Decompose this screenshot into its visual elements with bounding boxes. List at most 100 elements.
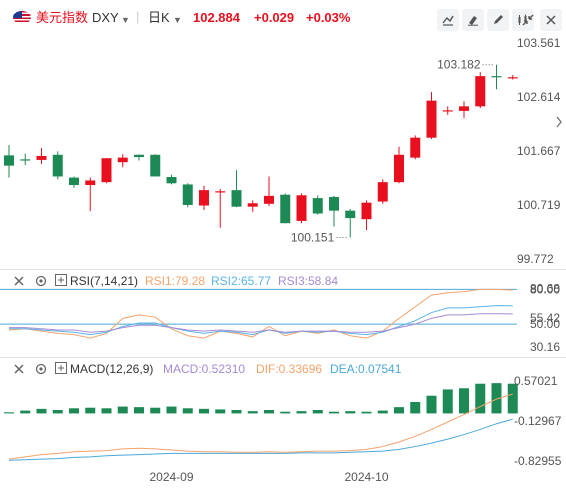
candle-body (394, 154, 404, 183)
macd-lines (8, 393, 513, 461)
candle-body (69, 177, 79, 186)
chart-settings-button[interactable] (512, 9, 534, 31)
rsi-title: RSI(7,14,21) (70, 274, 139, 288)
rsi-series-line (9, 313, 513, 333)
candle-body (459, 106, 469, 111)
macd-histogram-bar (312, 410, 323, 414)
eraser-button[interactable] (462, 9, 484, 31)
macd-histogram-bar (52, 410, 63, 414)
price-axis-label: 103.561 (517, 36, 561, 50)
candle-body (345, 210, 356, 219)
collapse-button[interactable] (517, 9, 539, 31)
candle-body (101, 158, 112, 183)
collapse-indicator-icon[interactable] (12, 274, 26, 288)
macd-histogram-bar (231, 410, 242, 414)
candle-body (20, 159, 31, 161)
macd-histogram-bar (20, 410, 31, 414)
rsi2-value: RSI2:65.77 (211, 274, 272, 288)
macd-histogram (4, 383, 518, 414)
macd-axis-label: -0.82955 (514, 454, 562, 468)
candle-body (410, 137, 421, 158)
rsi-axis-label: 50.00 (530, 317, 560, 331)
macd-histogram-bar (361, 411, 372, 414)
macd-axis-label: -0.12967 (514, 414, 562, 428)
price-axis-label: 99.772 (517, 252, 554, 266)
draw-line-icon (442, 15, 454, 26)
close-icon (546, 15, 556, 25)
candle-body (85, 180, 96, 186)
candle-body (426, 100, 437, 138)
macd-histogram-bar (426, 395, 437, 414)
draw-line-button[interactable] (437, 9, 459, 31)
macd-histogram-bar (345, 411, 356, 414)
time-axis-label: 2024-10 (344, 470, 388, 484)
macd-histogram-bar (85, 407, 96, 414)
macd-pane: 0.57021 -0.12967 -0.82955 (4, 374, 562, 468)
macd-histogram-bar (247, 411, 258, 414)
close-button[interactable] (540, 9, 562, 31)
indicator-settings-icon[interactable] (34, 274, 48, 288)
symbol-code[interactable]: DXY (92, 10, 119, 25)
low-price-label: 100.151 (291, 230, 335, 244)
candle-body (182, 184, 193, 205)
macd-axis: 0.57021 -0.12967 -0.82955 (514, 374, 562, 468)
macd-axis-label: 0.57021 (514, 374, 558, 388)
chevron-right-icon[interactable] (556, 116, 562, 128)
macd-histogram-bar (69, 408, 79, 414)
candle-body (36, 155, 47, 160)
indicator-settings-icon[interactable] (34, 362, 48, 376)
price-change: +0.029 (254, 10, 295, 25)
candle-body (134, 154, 144, 158)
dea-value: DEA:0.07541 (330, 362, 402, 376)
price-axis-label: 102.614 (517, 90, 561, 104)
candle-body (264, 195, 274, 204)
dif-value: DIF:0.33696 (256, 362, 323, 376)
price-change-pct: +0.03% (306, 10, 351, 25)
time-axis-label: 2024-09 (149, 470, 193, 484)
collapse-icon (522, 14, 534, 26)
macd-histogram-bar (459, 388, 469, 414)
symbol-name[interactable]: 美元指数 (36, 10, 89, 25)
collapse-indicator-icon[interactable] (12, 362, 26, 376)
macd-title: MACD(12,26,9) (70, 362, 154, 376)
indicator-select-icon[interactable] (55, 274, 67, 286)
rsi-level-lines (0, 288, 517, 325)
interval-selector[interactable]: 日K (148, 10, 170, 25)
symbol-dropdown-icon[interactable]: ▼ (121, 15, 130, 25)
candlestick-series (4, 64, 518, 238)
interval-dropdown-icon[interactable]: ▼ (173, 15, 182, 25)
rsi-series-line (8, 288, 513, 339)
macd-histogram-bar (199, 408, 209, 414)
indicator-select-icon[interactable] (55, 362, 67, 374)
pencil-button[interactable] (487, 9, 509, 31)
us-flag-icon (13, 11, 31, 24)
candle-body (4, 155, 14, 166)
candle-body (280, 194, 291, 224)
candle-body (329, 196, 339, 211)
macd-histogram-bar (101, 408, 112, 414)
price-axis-label: 100.719 (517, 198, 561, 212)
macd-histogram-bar (491, 383, 502, 414)
toolbar-divider: | (136, 9, 140, 24)
candle-body (150, 154, 161, 177)
macd-histogram-bar (475, 383, 486, 414)
eraser-icon (468, 16, 478, 26)
price-axis-label: 101.667 (517, 144, 561, 158)
macd-series-line (8, 418, 513, 461)
candle-body (491, 76, 502, 78)
macd-histogram-bar (442, 389, 453, 414)
price-pane: 103.561 102.614 101.667 100.719 99.772 103.1… (4, 36, 561, 266)
rsi-series-line (9, 305, 513, 336)
candle-body (247, 203, 258, 207)
candle-body (361, 202, 372, 220)
price-axis: 103.561 102.614 101.667 100.719 99.772 (517, 36, 561, 266)
candle-body (231, 190, 242, 207)
high-price-label: 103.182 (437, 58, 481, 72)
price-annotations: 103.182 100.151 (291, 58, 495, 244)
candle-body (377, 182, 388, 202)
macd-histogram-bar (377, 410, 388, 414)
macd-histogram-bar (329, 411, 339, 414)
rsi-lines (8, 288, 513, 339)
